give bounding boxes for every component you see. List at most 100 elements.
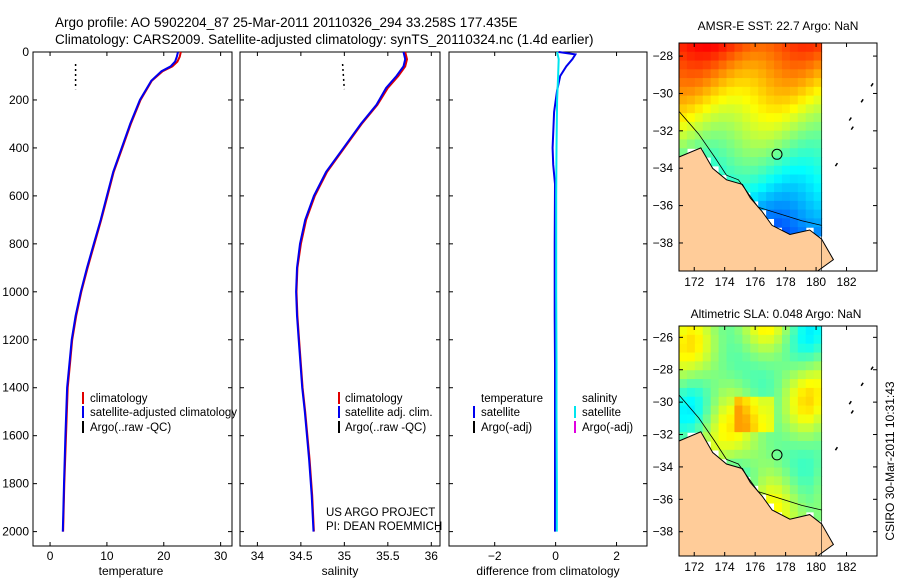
map-cell — [789, 343, 799, 354]
temperature-y-ticks: 0 200 400 600 800 1000 1200 1400 1600 1800 2000 — [2, 45, 232, 539]
lat-tick-label: −28 — [653, 49, 674, 63]
map-cell — [686, 343, 696, 354]
map-cell — [774, 485, 783, 495]
map-cell — [758, 51, 767, 62]
map-cell — [789, 78, 799, 88]
map-cell — [789, 130, 799, 141]
map-cell — [781, 379, 791, 389]
map-cell — [813, 476, 823, 486]
map-cell — [750, 441, 759, 451]
lat-tick-label: −34 — [653, 161, 674, 175]
map-cell — [789, 387, 799, 398]
legend-label-argo: Argo(..raw -QC) — [345, 422, 426, 434]
map-cell — [805, 113, 815, 123]
map-cell — [789, 458, 799, 469]
lat-tick-label: −38 — [653, 236, 674, 250]
map-cell — [766, 405, 775, 416]
lon-tick-label: 172 — [684, 560, 704, 574]
lon-tick-label: 174 — [715, 275, 735, 289]
map-cell — [805, 86, 815, 97]
map-cell — [750, 86, 759, 97]
lon-tick-label: 182 — [837, 275, 857, 289]
map-cell — [679, 396, 688, 407]
map-cell — [774, 352, 783, 362]
map-cell — [774, 334, 783, 345]
map-cell — [718, 370, 728, 380]
map-cell — [686, 396, 696, 407]
map-cell — [750, 43, 759, 53]
map-cell — [789, 183, 799, 193]
map-cell — [718, 343, 728, 354]
map-cell — [766, 200, 775, 211]
map-cell — [694, 95, 704, 105]
map-cell — [766, 174, 775, 184]
map-cell — [718, 441, 728, 451]
map-cell — [718, 60, 728, 70]
map-cell — [797, 183, 807, 193]
map-cell — [742, 432, 751, 442]
salinity-lines — [295, 51, 409, 532]
map-cell — [774, 139, 783, 149]
map-cell — [789, 104, 799, 114]
project-annotation: US ARGO PROJECT — [326, 507, 435, 519]
map-cell — [718, 157, 728, 167]
map-cell — [702, 51, 712, 62]
y-tick-label: 2000 — [2, 525, 29, 539]
sla-map-lat-ticks: −26 −28 −30 −32 −34 −36 −38 — [653, 330, 877, 539]
map-cell — [758, 86, 767, 97]
map-cell — [750, 165, 759, 176]
map-cell — [813, 343, 823, 354]
map-cell — [710, 121, 720, 132]
map-cell — [694, 414, 704, 424]
map-cell — [766, 43, 775, 53]
map-cell — [789, 174, 799, 184]
map-cell — [694, 60, 704, 70]
map-cell — [781, 139, 791, 149]
map-cell — [742, 121, 751, 132]
map-cell — [710, 441, 720, 451]
x-tick-label: 34 — [251, 549, 265, 563]
map-cell — [774, 387, 783, 398]
map-cell — [694, 361, 704, 371]
map-cell — [813, 458, 823, 469]
map-cell — [679, 148, 688, 158]
map-cell — [694, 78, 704, 88]
map-cell — [742, 60, 751, 70]
map-cell — [797, 78, 807, 88]
map-cell — [750, 405, 759, 416]
figure-title-line1: Argo profile: AO 5902204_87 25-Mar-2011 … — [55, 15, 518, 30]
map-cell — [726, 148, 736, 158]
lat-tick-label: −38 — [653, 525, 674, 539]
map-cell — [742, 104, 751, 114]
map-cell — [805, 343, 815, 354]
x-tick-label: 10 — [100, 549, 114, 563]
map-cell — [766, 485, 775, 495]
map-cell — [726, 423, 736, 433]
map-cell — [797, 352, 807, 362]
map-cell — [734, 95, 743, 105]
map-cell — [758, 174, 767, 184]
map-cell — [789, 352, 799, 362]
map-cell — [758, 343, 767, 354]
map-cell — [813, 148, 823, 158]
map-cell — [758, 387, 767, 398]
map-cell — [789, 95, 799, 105]
map-cell — [750, 60, 759, 70]
map-cell — [774, 379, 783, 389]
map-cell — [813, 370, 823, 380]
map-cell — [734, 78, 743, 88]
map-cell — [734, 458, 743, 469]
map-cell — [750, 449, 759, 460]
map-cell — [758, 130, 767, 141]
map-cell — [694, 352, 704, 362]
map-cell — [766, 432, 775, 442]
map-cell — [750, 192, 759, 202]
map-cell — [774, 343, 783, 354]
map-cell — [702, 78, 712, 88]
map-cell — [805, 165, 815, 176]
difference-y-ticks — [449, 51, 647, 533]
figure-title-line2: Climatology: CARS2009. Satellite-adjuste… — [55, 32, 594, 47]
map-cell — [758, 467, 767, 477]
map-cell — [742, 387, 751, 398]
map-cell — [797, 467, 807, 477]
